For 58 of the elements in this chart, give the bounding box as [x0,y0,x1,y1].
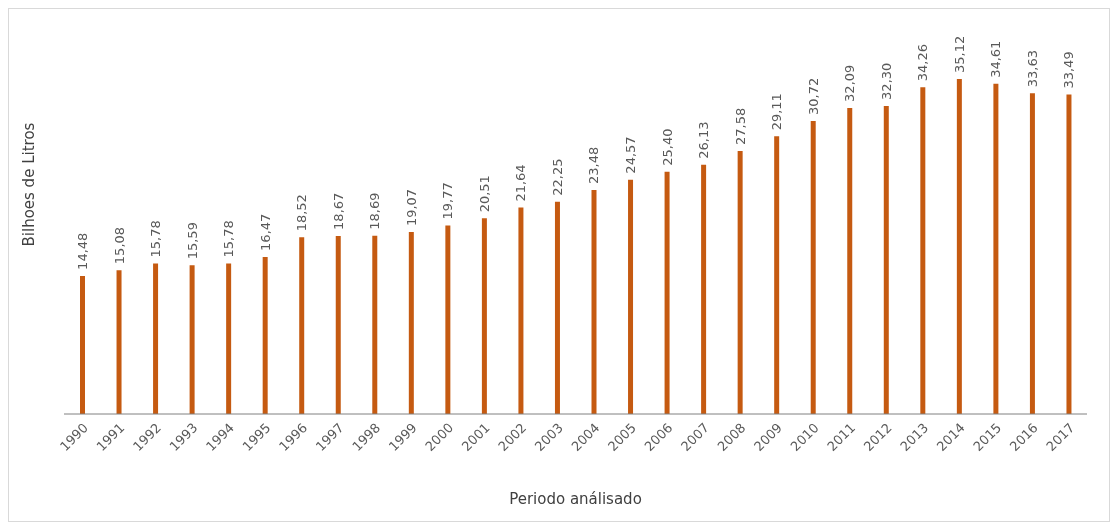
bar [883,105,889,414]
x-axis-title: Periodo análisado [509,490,642,508]
data-label: 18,52 [294,194,310,232]
bar [847,107,853,414]
data-label: 15,78 [148,220,164,258]
bar [1066,94,1072,414]
data-label: 19,77 [440,182,456,220]
data-label: 30,72 [805,77,821,115]
bar [737,150,743,414]
bar [189,265,195,414]
data-label: 15,08 [111,226,127,265]
bar [518,207,524,414]
bar [701,164,707,414]
data-label: 18,69 [367,192,383,230]
bar [1029,93,1035,414]
bar [299,237,305,414]
data-label: 34,26 [915,43,931,82]
y-axis-title: Bilhoes de Litros [20,122,39,247]
bar [153,263,159,414]
data-label: 20,51 [476,175,492,213]
data-label: 35,12 [951,35,967,73]
bar [372,235,378,414]
bar [335,235,341,414]
bar [116,270,122,414]
bar [628,179,634,414]
bar [226,263,232,414]
bar [445,225,451,414]
data-label: 34,61 [988,40,1004,78]
data-label: 32,30 [878,62,894,100]
data-label: 26,13 [696,121,712,159]
data-label: 27,58 [732,107,748,145]
bar [664,171,670,414]
data-label: 33,63 [1024,49,1040,88]
data-label: 18,67 [330,192,346,230]
bar [774,136,780,414]
data-label: 21,64 [513,164,529,202]
data-label: 15,59 [184,222,200,260]
bar [481,218,487,414]
data-label: 23,48 [586,146,602,185]
bar [993,83,999,414]
bar [262,256,268,414]
data-label: 33,49 [1061,51,1077,89]
data-label: 14,48 [75,232,90,270]
bar [80,275,85,414]
bar [408,232,414,414]
data-label: 32,09 [842,64,858,102]
data-label: 16,47 [257,213,273,251]
data-label: 15,78 [221,220,237,258]
data-label: 22,25 [549,158,565,196]
bar [920,87,926,414]
bar [591,190,597,414]
data-label: 25,40 [659,128,675,166]
data-label: 19,07 [403,188,419,227]
data-label: 29,11 [769,93,785,131]
data-label: 24,57 [623,136,639,174]
bar [956,79,962,414]
bar [810,120,816,414]
bar [554,201,560,414]
